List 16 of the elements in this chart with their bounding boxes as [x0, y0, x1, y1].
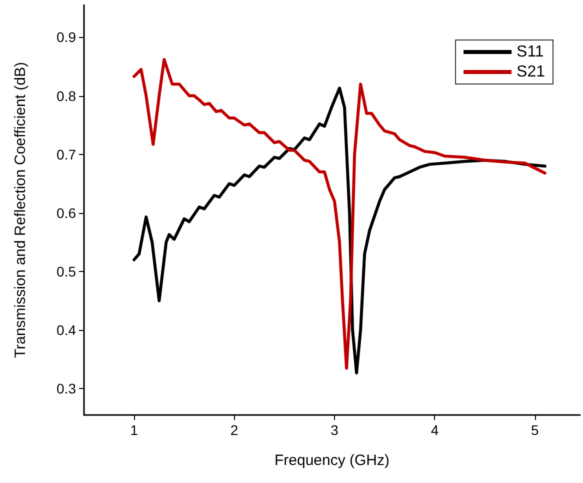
x-tick-label: 4 — [430, 422, 439, 438]
y-tick-label: 0.4 — [56, 322, 76, 338]
x-tick-label: 5 — [531, 422, 540, 438]
legend-label: S21 — [516, 64, 546, 80]
y-tick-label: 0.7 — [56, 146, 76, 162]
y-tick-label: 0.5 — [56, 264, 76, 280]
x-tick-label: 2 — [230, 422, 238, 438]
x-tick-label: 1 — [130, 422, 138, 438]
legend-label: S11 — [516, 44, 544, 60]
y-tick-label: 0.3 — [56, 380, 76, 397]
x-tick-label: 3 — [330, 422, 339, 438]
y-tick-label: 0.8 — [56, 88, 76, 104]
y-tick-label: 0.9 — [56, 29, 76, 46]
y-tick-label: 0.6 — [56, 204, 76, 221]
x-axis-title: Frequency (GHz) — [274, 452, 390, 469]
y-axis-title: Transmission and Reflection Coefficient (dB) — [12, 62, 29, 358]
